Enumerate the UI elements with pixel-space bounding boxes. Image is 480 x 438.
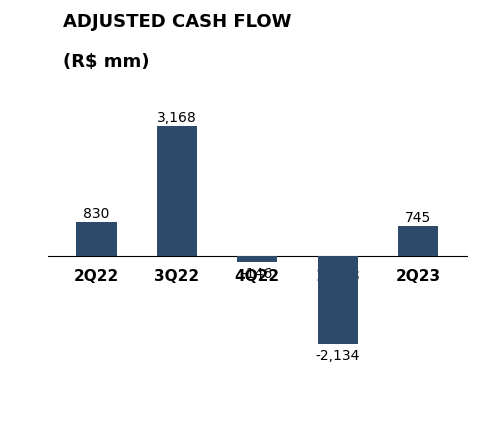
Bar — [317, 257, 357, 344]
Text: -2,134: -2,134 — [315, 348, 359, 362]
Text: -146: -146 — [241, 266, 273, 280]
Bar — [76, 223, 116, 257]
Bar — [397, 226, 437, 257]
Bar — [237, 257, 277, 263]
Text: 745: 745 — [404, 210, 431, 224]
Text: ADJUSTED CASH FLOW: ADJUSTED CASH FLOW — [62, 13, 290, 31]
Text: 830: 830 — [83, 207, 109, 221]
Bar — [156, 127, 197, 257]
Text: (R$ mm): (R$ mm) — [62, 53, 149, 71]
Text: 3,168: 3,168 — [156, 111, 196, 125]
